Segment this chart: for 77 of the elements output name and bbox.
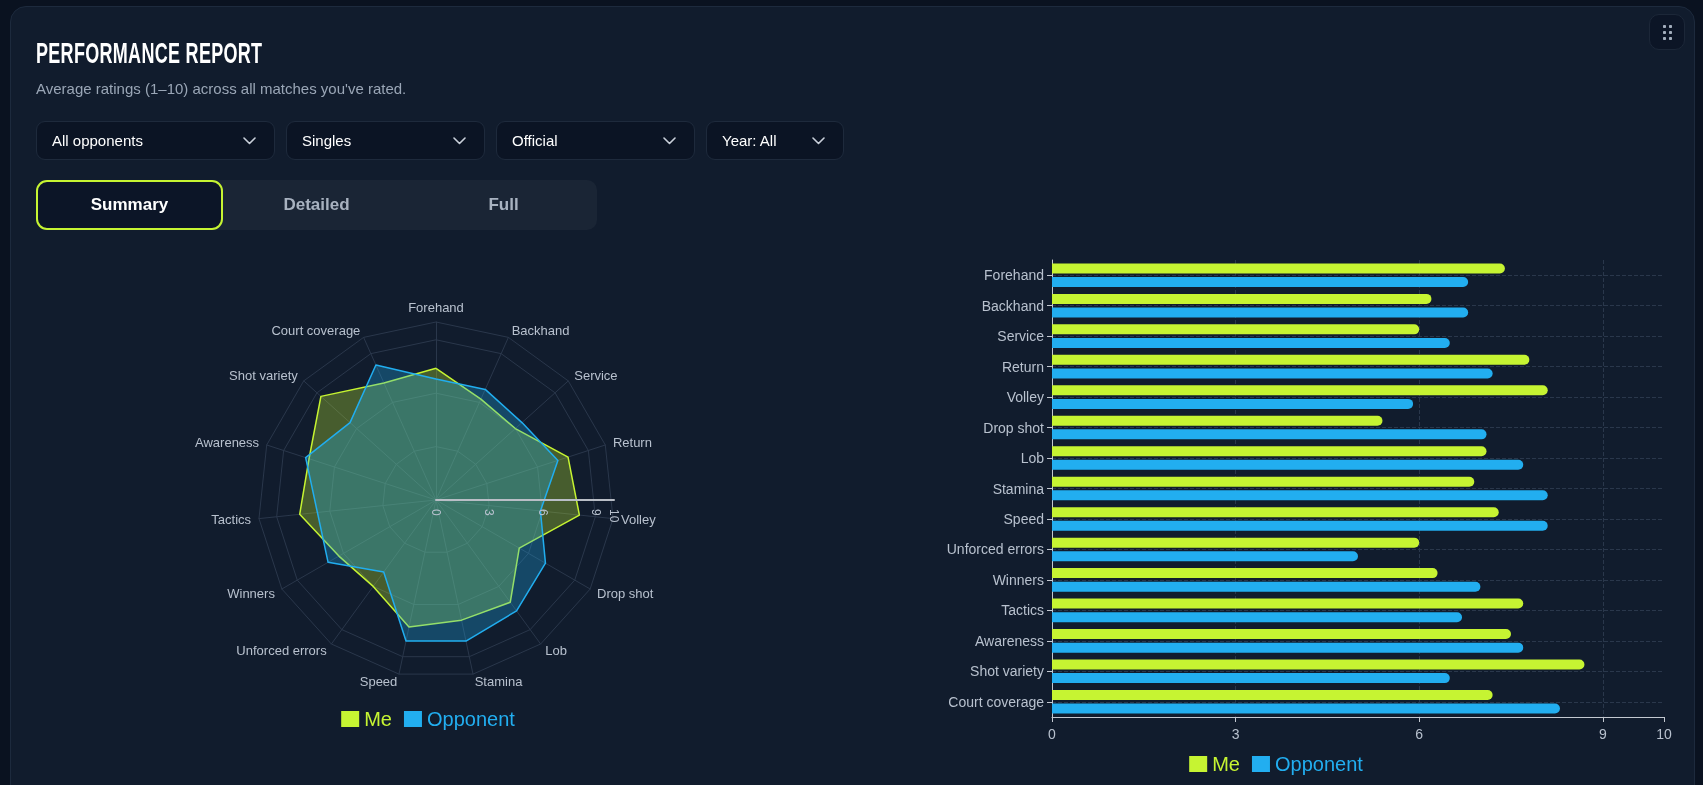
spoke-label: Lob: [545, 642, 568, 658]
bar: [1052, 703, 1560, 714]
bar: [1052, 337, 1450, 348]
x-tick-label: 0: [1048, 726, 1057, 742]
spoke-label: Volley: [620, 511, 657, 527]
bar: [1052, 642, 1524, 653]
legend-label: Me: [1212, 753, 1240, 775]
spoke-label: Awareness: [195, 435, 260, 451]
y-tick-label: Forehand: [984, 267, 1044, 284]
bar: [1052, 476, 1475, 487]
y-tick-label: Volley: [1006, 389, 1044, 406]
x-tick-label: 10: [1656, 726, 1672, 742]
tab-label: Full: [488, 195, 519, 215]
bar: [1052, 446, 1487, 457]
bar: [1052, 324, 1420, 335]
x-tick-label: 3: [1231, 726, 1240, 742]
y-tick-label: Drop shot: [983, 419, 1045, 436]
spoke-label: Winners: [227, 585, 276, 601]
dropdown: Official: [496, 121, 695, 160]
spoke-label: Speed: [359, 674, 398, 690]
bar: [1052, 689, 1493, 700]
bar: [1052, 537, 1420, 548]
y-tick-label: Winners: [992, 571, 1044, 588]
bar: [1052, 581, 1481, 592]
bar: [1052, 354, 1530, 365]
y-tick-label: Shot variety: [970, 663, 1044, 680]
bar: [1052, 398, 1414, 409]
y-tick-label: Backhand: [981, 297, 1044, 314]
dropdown: Year: All: [706, 121, 844, 160]
bar: [1052, 307, 1469, 318]
spoke-label: Stamina: [474, 674, 524, 690]
bar: [1052, 293, 1432, 304]
bar: [1052, 568, 1438, 579]
bar: [1052, 490, 1548, 501]
bar: [1052, 415, 1383, 426]
spoke-label: Tactics: [211, 511, 252, 527]
bar: [1052, 385, 1548, 396]
y-tick-label: Stamina: [992, 480, 1045, 497]
bar: [1052, 263, 1505, 274]
y-tick-label: Unforced errors: [946, 541, 1044, 558]
bar: [1052, 507, 1499, 518]
x-tick-label: 9: [1598, 726, 1607, 742]
y-tick-label: Tactics: [1001, 602, 1044, 619]
y-tick-label: Court coverage: [948, 693, 1045, 710]
legend-label: Opponent: [426, 708, 516, 730]
y-tick-label: Awareness: [974, 632, 1044, 649]
bar: [1052, 612, 1463, 623]
bar: [1052, 520, 1548, 531]
bar: [1052, 459, 1524, 470]
x-tick-label: 6: [1415, 726, 1424, 742]
bar: [1052, 277, 1469, 288]
y-tick-label: Lob: [1020, 450, 1045, 467]
tab-label: Detailed: [283, 195, 350, 215]
chart-subtitle: Average ratings (1–10) across all matches you've rated.: [36, 80, 407, 98]
legend-label: Me: [364, 708, 392, 730]
chart-title: PERFORMANCE REPORT: [36, 36, 263, 69]
dropdown: All opponents: [36, 121, 275, 160]
bar: [1052, 429, 1487, 440]
y-tick-label: Speed: [1003, 510, 1044, 527]
bar: [1052, 598, 1524, 609]
bar: [1052, 629, 1511, 640]
bar: [1052, 673, 1450, 684]
bar: [1052, 659, 1585, 670]
spoke-label: Drop shot: [597, 585, 654, 601]
dropdown: Singles: [286, 121, 485, 160]
bar: [1052, 551, 1358, 562]
tab-label: Summary: [90, 195, 169, 215]
y-tick-label: Service: [997, 328, 1045, 345]
bar: [1052, 368, 1493, 379]
y-tick-label: Return: [1001, 358, 1044, 375]
spoke-label: Court coverage: [271, 322, 361, 338]
spoke-label: Shot variety: [229, 368, 299, 384]
spoke-label: Backhand: [511, 322, 570, 338]
spoke-label: Unforced errors: [236, 642, 328, 658]
spoke-label: Forehand: [408, 300, 464, 315]
spoke-label: Return: [612, 435, 652, 451]
legend-label: Opponent: [1274, 753, 1364, 775]
